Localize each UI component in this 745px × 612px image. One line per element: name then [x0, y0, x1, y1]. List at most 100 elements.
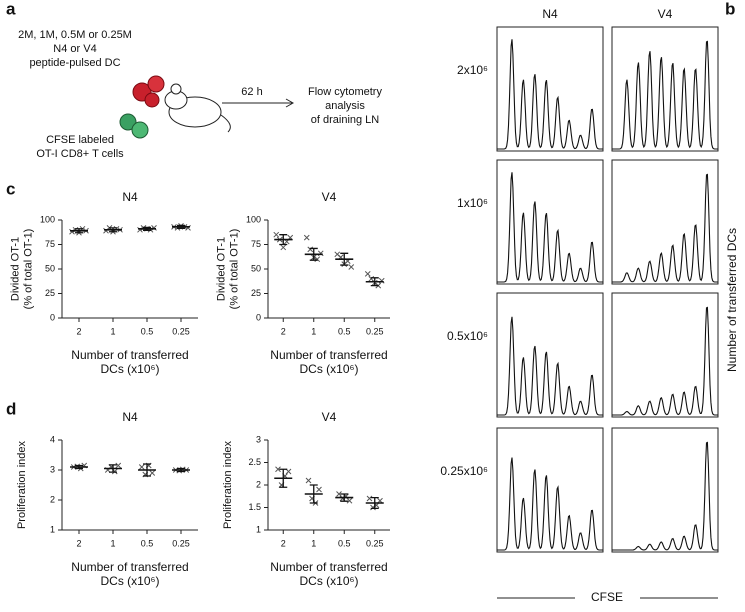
y-axis-title: (% of total OT-1) [22, 229, 34, 310]
diagram-text: N4 or V4 [53, 43, 96, 55]
data-point [273, 231, 280, 238]
y-axis-title: Divided OT-1 [9, 237, 21, 301]
row-label: 2x10⁶ [457, 63, 488, 77]
histogram [497, 457, 603, 551]
x-tick-label: 1 [110, 326, 115, 336]
y-axis-title: Proliferation index [222, 440, 234, 529]
y-tick-label: 0 [50, 312, 55, 322]
x-tick-label: 2 [281, 326, 286, 336]
y-tick-label: 1.5 [248, 502, 261, 512]
y-axis-title: Proliferation index [16, 440, 28, 529]
diagram-text: 62 h [241, 86, 262, 98]
t-cells [119, 113, 149, 139]
y-tick-label: 25 [251, 288, 261, 298]
x-axis-title: CFSE [591, 590, 623, 604]
data-point [336, 491, 342, 497]
data-point [305, 477, 312, 484]
y-tick-label: 3 [50, 464, 55, 474]
histogram-frame [496, 292, 604, 418]
panel-label: c [6, 179, 15, 198]
chart-title: V4 [322, 190, 337, 204]
histogram [497, 316, 603, 416]
diagram-text: analysis [325, 100, 365, 112]
diagram-text: Flow cytometry [308, 86, 382, 98]
histogram-frame [496, 427, 604, 553]
data-point [149, 470, 156, 476]
data-point [138, 464, 145, 470]
histogram-frame [611, 159, 719, 285]
histogram-frame [611, 26, 719, 152]
y-axis-title: Divided OT-1 [215, 237, 227, 301]
x-tick-label: 0.25 [172, 538, 190, 548]
x-axis-title: Number of transferred [270, 560, 387, 574]
x-axis-title: DCs (x10⁶) [101, 574, 160, 588]
y-tick-label: 2.5 [248, 457, 261, 467]
data-point [303, 234, 310, 241]
y-tick-label: 2 [256, 479, 261, 489]
mouse [164, 83, 231, 133]
histogram [612, 306, 718, 416]
x-tick-label: 2 [76, 538, 81, 548]
chart-title: N4 [122, 190, 138, 204]
x-axis-title: Number of transferred [71, 560, 188, 574]
column-header: V4 [658, 7, 673, 21]
histogram [497, 39, 603, 150]
histogram-frame [611, 292, 719, 418]
histogram-frame [611, 427, 719, 553]
y-axis-title: (% of total OT-1) [228, 229, 240, 310]
y-tick-label: 50 [45, 263, 55, 273]
histogram [612, 40, 718, 150]
x-tick-label: 0.5 [338, 538, 351, 548]
data-point [307, 246, 314, 253]
y-tick-label: 3 [256, 434, 261, 444]
x-axis-title: DCs (x10⁶) [300, 362, 359, 376]
histogram [612, 441, 718, 551]
y-tick-label: 4 [50, 434, 55, 444]
y-tick-label: 2 [50, 494, 55, 504]
x-tick-label: 0.5 [338, 326, 351, 336]
x-axis-title: Number of transferred [71, 348, 188, 362]
dc-cells [132, 75, 165, 108]
y-tick-label: 1 [256, 524, 261, 534]
histogram-frame [496, 26, 604, 152]
x-tick-label: 0.25 [172, 326, 190, 336]
histogram [497, 172, 603, 283]
x-tick-label: 1 [311, 326, 316, 336]
data-point [115, 462, 122, 469]
y-tick-label: 0 [256, 312, 261, 322]
y-tick-label: 75 [45, 239, 55, 249]
y-axis-title: Number of transferred DCs [725, 228, 739, 372]
x-tick-label: 1 [110, 538, 115, 548]
x-axis-title: DCs (x10⁶) [101, 362, 160, 376]
panel-label: d [6, 399, 16, 418]
histogram [612, 173, 718, 283]
data-point [346, 497, 353, 504]
data-point [275, 466, 281, 473]
x-tick-label: 0.5 [141, 326, 154, 336]
data-point [314, 256, 321, 263]
x-tick-label: 0.5 [141, 538, 154, 548]
diagram-text: peptide-pulsed DC [29, 57, 120, 69]
diagram-text: CFSE labeled [46, 134, 114, 146]
histogram-frame [496, 159, 604, 285]
data-point [366, 495, 373, 502]
x-axis-title: DCs (x10⁶) [300, 574, 359, 588]
y-tick-label: 100 [246, 214, 261, 224]
arrow-head [285, 98, 295, 108]
y-tick-label: 50 [251, 263, 261, 273]
y-tick-label: 1 [50, 524, 55, 534]
data-point [316, 486, 322, 493]
x-tick-label: 0.25 [366, 326, 384, 336]
x-axis-title: Number of transferred [270, 348, 387, 362]
chart-title: N4 [122, 410, 138, 424]
row-label: 1x10⁶ [457, 196, 488, 210]
x-tick-label: 0.25 [366, 538, 384, 548]
row-label: 0.25x10⁶ [440, 464, 488, 478]
panel-label: b [725, 0, 735, 18]
y-tick-label: 100 [40, 214, 55, 224]
y-tick-label: 75 [251, 239, 261, 249]
data-point [348, 264, 355, 270]
diagram-text: of draining LN [311, 114, 380, 126]
row-label: 0.5x10⁶ [447, 329, 488, 343]
data-point [280, 244, 287, 251]
